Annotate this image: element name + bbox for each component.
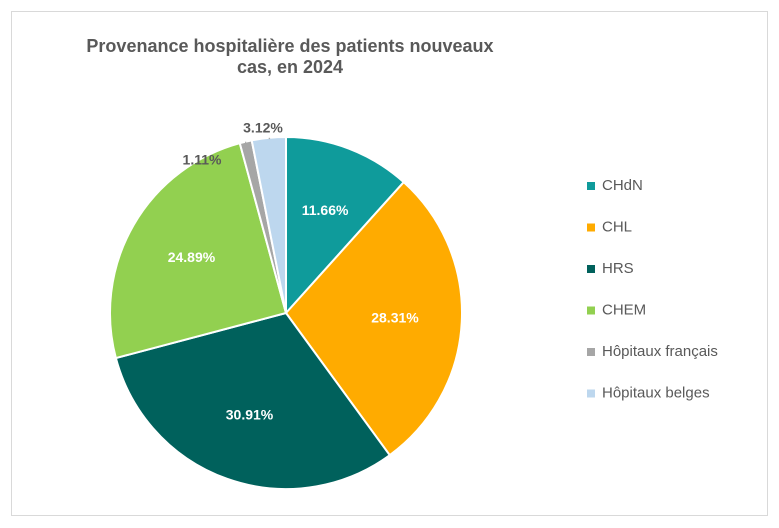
legend-label: Hôpitaux français xyxy=(602,343,718,360)
chart-frame xyxy=(11,11,768,516)
legend-label: HRS xyxy=(602,260,634,277)
legend-label: CHEM xyxy=(602,301,646,318)
data-label: 28.31% xyxy=(371,309,419,325)
data-label: 1.11% xyxy=(183,152,222,168)
legend-swatch xyxy=(587,306,595,315)
legend-swatch xyxy=(587,182,595,190)
pie-slice xyxy=(284,180,463,457)
legend-swatch xyxy=(587,389,595,398)
legend-label: Hôpitaux belges xyxy=(602,384,710,401)
legend-label: CHL xyxy=(602,218,632,235)
legend-swatch xyxy=(587,265,595,273)
pie-slice xyxy=(285,135,406,316)
legend-swatch xyxy=(587,223,595,232)
data-label: 3.12% xyxy=(243,120,283,136)
legend-label: CHdN xyxy=(602,177,643,194)
legend-swatch xyxy=(587,348,595,356)
pie-slice xyxy=(250,135,287,314)
chart-title: Provenance hospitalière des patients nou… xyxy=(86,36,494,77)
leader-line xyxy=(268,137,271,140)
leader-line xyxy=(244,141,247,148)
data-label: 24.89% xyxy=(168,249,216,265)
data-label: 30.91% xyxy=(226,407,274,423)
pie-slice xyxy=(114,311,392,490)
data-label: 11.66% xyxy=(302,202,349,218)
pie-slice xyxy=(109,141,288,360)
